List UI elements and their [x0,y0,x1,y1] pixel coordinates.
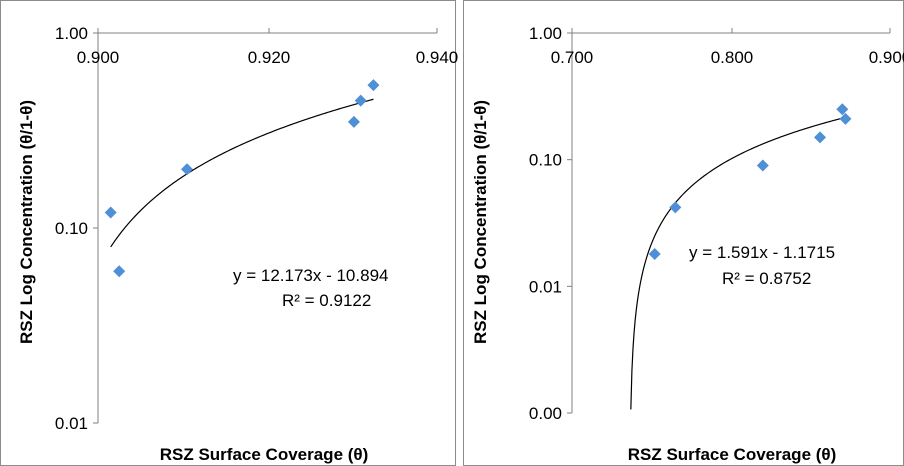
chart-right: 1.00 0.10 0.01 0.00 0.700 0.800 0.900 y = 1.5… [463,0,904,466]
y-tick-label: 1.00 [529,24,562,43]
x-tick-label: 0.920 [248,48,291,67]
y-ticks-right: 1.00 0.10 0.01 0.00 [529,24,572,423]
x-axis-title-left: RSZ Surface Coverage (θ) [160,445,369,464]
data-point [669,201,682,214]
data-point [648,247,661,260]
x-tick-label: 0.900 [869,48,904,67]
y-tick-label: 0.10 [529,151,562,170]
data-point [354,94,367,107]
y-axis-title-right: RSZ Log Concentration (θ/1-θ) [471,100,490,344]
y-tick-label: 0.00 [529,404,562,423]
y-tick-label: 1.00 [55,24,88,43]
y-tick-label: 0.01 [529,277,562,296]
y-tick-label: 0.01 [55,414,88,433]
x-tick-label: 0.800 [711,48,754,67]
data-point [180,163,193,176]
x-axis-title-right: RSZ Surface Coverage (θ) [628,445,837,464]
data-points-right [648,103,852,260]
data-point [113,265,126,278]
data-point [367,79,380,92]
data-point [756,159,769,172]
chart-left: 1.00 0.10 0.01 0.900 0.920 0.940 y = 12.173x… [0,0,459,466]
trendline-right [630,116,846,410]
x-ticks-right: 0.700 0.800 0.900 [551,28,904,67]
y-tick-label: 0.10 [55,219,88,238]
r-squared-left: R² = 0.9122 [282,291,371,310]
x-tick-label: 0.700 [551,48,594,67]
equation-right: y = 1.591x - 1.1715 [689,243,835,262]
x-tick-label: 0.900 [77,48,120,67]
r-squared-right: R² = 0.8752 [722,269,811,288]
y-axis-title-left: RSZ Log Concentration (θ/1-θ) [17,100,36,344]
trendline-left [110,98,374,248]
equation-left: y = 12.173x - 10.894 [233,266,388,285]
chart-right-border [463,0,904,466]
data-point [814,131,827,144]
data-point [836,103,849,116]
data-point [839,112,852,125]
data-point [104,206,117,219]
data-point [347,115,360,128]
y-ticks-left: 1.00 0.10 0.01 [55,24,98,433]
x-ticks-left: 0.900 0.920 0.940 [77,28,459,67]
data-points-left [104,79,380,278]
x-tick-label: 0.940 [416,48,459,67]
